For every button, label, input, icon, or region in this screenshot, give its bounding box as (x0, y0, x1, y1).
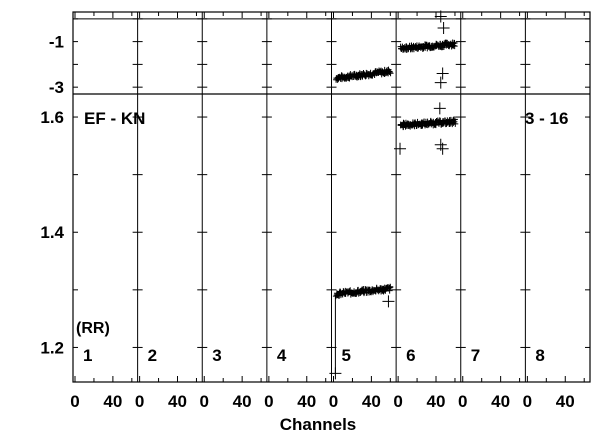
x-tick-label: 0 (393, 392, 402, 411)
x-tick-label: 40 (427, 392, 446, 411)
axis-ticks (73, 12, 590, 382)
data-point (387, 70, 394, 77)
x-tick-label: 40 (233, 392, 252, 411)
data-point (452, 120, 459, 127)
channel-panel-label: 2 (148, 346, 157, 365)
x-tick-label: 0 (523, 392, 532, 411)
channel-panel-label: 5 (342, 346, 351, 365)
data-point (434, 76, 447, 89)
x-tick-label: 0 (135, 392, 144, 411)
data-point (382, 295, 395, 308)
data-point (434, 138, 447, 151)
y-tick-label: 1.6 (40, 108, 64, 127)
scan-range-label: 3 - 16 (525, 109, 568, 128)
x-tick-label: 40 (362, 392, 381, 411)
y-tick-label: 1.4 (40, 223, 64, 242)
channel-panel-label: 6 (406, 346, 415, 365)
x-tick-label: 0 (264, 392, 273, 411)
x-tick-label: 40 (297, 392, 316, 411)
plot-frame (72, 11, 591, 383)
channel-panel-label: 8 (535, 346, 544, 365)
data-point (436, 67, 449, 80)
x-tick-label: 40 (168, 392, 187, 411)
channel-panel-label: 3 (212, 346, 221, 365)
x-tick-label: 0 (458, 392, 467, 411)
data-point (433, 102, 446, 115)
data-point (434, 10, 447, 23)
baseline-label: EF - KN (84, 109, 145, 128)
tick-labels: 1 2 3 4 5 6 7 80 40 0 40 0 40 0 40 0 40 0 40 0 40 0 40-1-31.61… (40, 33, 574, 411)
data-point (387, 284, 394, 291)
data-point (451, 43, 458, 50)
x-tick-label: 0 (70, 392, 79, 411)
x-tick-label: 40 (491, 392, 510, 411)
x-tick-label: 0 (200, 392, 209, 411)
x-tick-label: 40 (103, 392, 122, 411)
data-point (386, 287, 393, 294)
data-point (437, 21, 450, 34)
polarization-label: (RR) (76, 320, 110, 337)
channel-panel-label: 7 (471, 346, 480, 365)
y-tick-label: -3 (49, 78, 64, 97)
x-axis-title: Channels (280, 415, 357, 434)
y-tick-label: 1.2 (40, 338, 64, 357)
channel-panel-label: 4 (277, 346, 287, 365)
x-tick-label: 0 (329, 392, 338, 411)
y-tick-label: -1 (49, 33, 64, 52)
data-point (386, 68, 393, 75)
channel-panel-label: 1 (83, 346, 92, 365)
data-point (394, 142, 407, 155)
x-tick-label: 40 (556, 392, 575, 411)
data-points (329, 10, 459, 380)
